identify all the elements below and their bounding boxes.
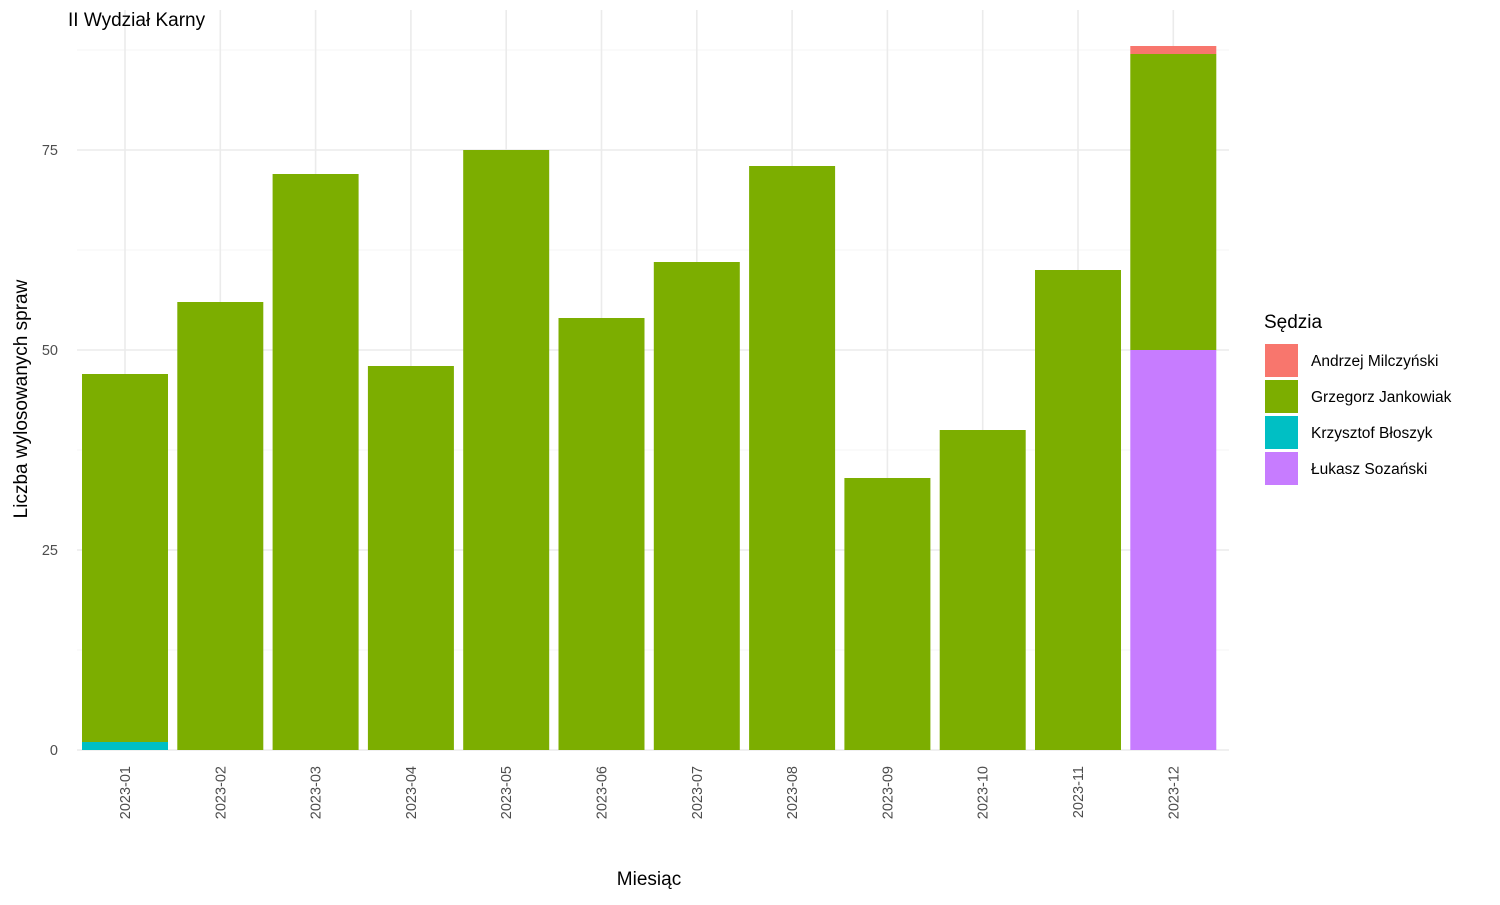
- y-tick-label: 75: [42, 143, 58, 159]
- x-tick-label: 2023-08: [785, 766, 801, 819]
- x-tick-label: 2023-10: [976, 766, 992, 819]
- legend-label-grzegorz-jankowiak: Grzegorz Jankowiak: [1311, 389, 1452, 406]
- y-tick-label: 0: [50, 743, 58, 759]
- legend: Sędzia Andrzej Milczyński Grzegorz Jankow…: [1264, 312, 1452, 485]
- bar-krzysztof-bloszyk-2023-01: [82, 742, 168, 750]
- bar-grzegorz-jankowiak-2023-12: [1130, 54, 1217, 350]
- bar-grzegorz-jankowiak-2023-04: [367, 366, 454, 750]
- x-axis: 2023-01 2023-02 2023-03 2023-04 2023-05 2023-…: [118, 766, 1182, 819]
- bar-andrzej-milczynski-2023-12: [1130, 46, 1217, 54]
- bar-grzegorz-jankowiak-2023-06: [558, 318, 645, 750]
- x-tick-label: 2023-01: [118, 766, 134, 819]
- legend-items: Andrzej Milczyński Grzegorz Jankowiak Krzy…: [1265, 344, 1452, 485]
- y-tick-label: 50: [42, 343, 58, 359]
- bar-grzegorz-jankowiak-2023-03: [272, 174, 359, 750]
- y-axis-title: Liczba wylosowanych spraw: [11, 279, 32, 518]
- x-tick-label: 2023-09: [880, 766, 896, 819]
- chart-title: II Wydział Karny: [68, 10, 206, 31]
- bar-grzegorz-jankowiak-2023-10: [939, 430, 1026, 750]
- bar-grzegorz-jankowiak-2023-09: [844, 478, 931, 750]
- legend-swatch-krzysztof-bloszyk: [1265, 416, 1298, 449]
- x-tick-label: 2023-11: [1071, 766, 1087, 818]
- legend-swatch-andrzej-milczynski: [1265, 344, 1298, 377]
- x-tick-label: 2023-06: [595, 766, 611, 819]
- bars: [82, 46, 1217, 750]
- bar-lukasz-sozanski-2023-12: [1130, 350, 1217, 750]
- legend-swatch-grzegorz-jankowiak: [1265, 380, 1298, 413]
- bar-grzegorz-jankowiak-2023-07: [653, 262, 740, 750]
- bar-grzegorz-jankowiak-2023-11: [1035, 270, 1121, 750]
- x-tick-label: 2023-05: [499, 766, 515, 819]
- legend-swatch-lukasz-sozanski: [1265, 452, 1298, 485]
- legend-title: Sędzia: [1264, 312, 1323, 333]
- bar-grzegorz-jankowiak-2023-01: [82, 374, 168, 742]
- legend-label-lukasz-sozanski: Łukasz Sozański: [1311, 461, 1427, 478]
- bar-grzegorz-jankowiak-2023-02: [177, 302, 264, 750]
- x-axis-title: Miesiąc: [617, 869, 681, 890]
- bar-grzegorz-jankowiak-2023-08: [749, 166, 836, 750]
- y-tick-label: 25: [42, 543, 58, 559]
- x-tick-label: 2023-02: [213, 766, 229, 819]
- x-tick-label: 2023-04: [404, 766, 420, 819]
- legend-label-andrzej-milczynski: Andrzej Milczyński: [1311, 353, 1438, 370]
- x-tick-label: 2023-12: [1166, 766, 1182, 819]
- legend-label-krzysztof-bloszyk: Krzysztof Błoszyk: [1311, 425, 1433, 442]
- y-axis: 0 25 50 75: [42, 143, 58, 759]
- x-tick-label: 2023-07: [690, 766, 706, 819]
- bar-grzegorz-jankowiak-2023-05: [463, 150, 550, 750]
- x-tick-label: 2023-03: [309, 766, 325, 819]
